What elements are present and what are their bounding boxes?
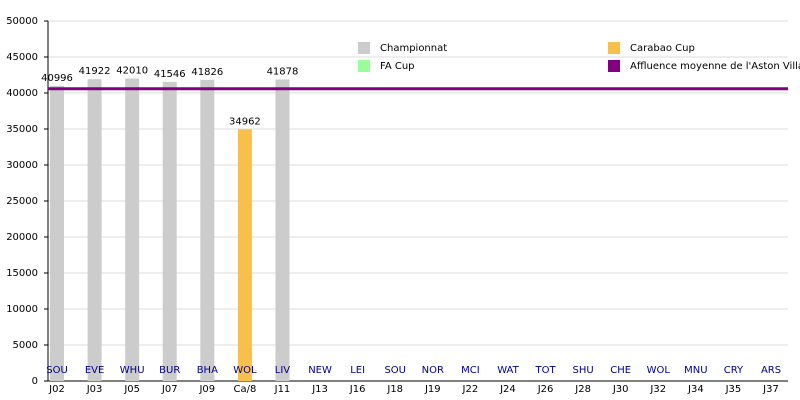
legend-swatch bbox=[608, 60, 620, 72]
y-tick-label: 50000 bbox=[6, 16, 38, 27]
value-label: 41878 bbox=[267, 66, 299, 77]
x-tick-label: J09 bbox=[198, 384, 215, 395]
x-tick-label: J34 bbox=[687, 384, 704, 395]
legend-label: Championnat bbox=[380, 43, 447, 54]
opponent-label: WAT bbox=[497, 365, 519, 376]
x-tick-label: J35 bbox=[725, 384, 742, 395]
value-label: 41546 bbox=[154, 69, 186, 80]
opponent-label: MCI bbox=[461, 365, 480, 376]
legend-label: Affluence moyenne de l'Aston Villa FC bbox=[630, 61, 800, 72]
bar bbox=[237, 129, 252, 381]
bar bbox=[50, 85, 64, 381]
opponent-label: NOR bbox=[422, 365, 444, 376]
y-tick-label: 25000 bbox=[6, 196, 38, 207]
x-tick-label: Ca/8 bbox=[233, 384, 256, 395]
opponent-label: WHU bbox=[120, 365, 145, 376]
value-label: 40996 bbox=[41, 73, 73, 84]
x-tick-label: J03 bbox=[86, 384, 103, 395]
bar bbox=[87, 79, 102, 382]
y-tick-label: 5000 bbox=[13, 340, 38, 351]
opponent-label: NEW bbox=[308, 365, 332, 376]
x-tick-label: J19 bbox=[424, 384, 441, 395]
x-tick-label: J22 bbox=[462, 384, 479, 395]
opponent-label: BUR bbox=[159, 365, 180, 376]
x-tick-label: J26 bbox=[537, 384, 554, 395]
x-tick-label: J28 bbox=[574, 384, 591, 395]
x-tick-label: J30 bbox=[612, 384, 629, 395]
y-tick-label: 15000 bbox=[6, 268, 38, 279]
opponent-label: CRY bbox=[724, 365, 744, 376]
legend-swatch bbox=[608, 42, 620, 54]
x-tick-label: J05 bbox=[123, 384, 140, 395]
legend-label: Carabao Cup bbox=[630, 43, 695, 54]
bar bbox=[275, 79, 290, 382]
bar bbox=[200, 79, 215, 382]
bar bbox=[125, 78, 140, 381]
x-tick-label: J13 bbox=[311, 384, 328, 395]
x-tick-label: J18 bbox=[386, 384, 403, 395]
value-label: 41826 bbox=[191, 67, 223, 78]
value-label: 42010 bbox=[116, 66, 148, 77]
opponent-label: LEI bbox=[350, 365, 365, 376]
opponent-label: EVE bbox=[85, 365, 104, 376]
opponent-label: LIV bbox=[275, 365, 291, 376]
x-tick-label: J11 bbox=[274, 384, 291, 395]
x-tick-label: J24 bbox=[499, 384, 516, 395]
legend-label: FA Cup bbox=[380, 61, 415, 72]
y-tick-label: 0 bbox=[32, 376, 38, 387]
x-tick-label: J02 bbox=[48, 384, 65, 395]
opponent-label: ARS bbox=[761, 365, 781, 376]
opponent-label: MNU bbox=[684, 365, 707, 376]
value-label: 34962 bbox=[229, 116, 261, 127]
y-tick-label: 30000 bbox=[6, 160, 38, 171]
opponent-label: CHE bbox=[610, 365, 631, 376]
x-tick-label: J07 bbox=[161, 384, 178, 395]
value-label: 41922 bbox=[79, 66, 111, 77]
y-tick-label: 35000 bbox=[6, 124, 38, 135]
opponent-label: WOL bbox=[233, 365, 257, 376]
opponent-label: SHU bbox=[573, 365, 594, 376]
x-tick-label: J16 bbox=[349, 384, 366, 395]
opponent-label: BHA bbox=[197, 365, 218, 376]
legend-swatch bbox=[358, 60, 370, 72]
opponent-label: SOU bbox=[46, 365, 68, 376]
y-tick-label: 20000 bbox=[6, 232, 38, 243]
opponent-label: SOU bbox=[384, 365, 406, 376]
opponent-label: WOL bbox=[647, 365, 671, 376]
legend-swatch bbox=[358, 42, 370, 54]
y-tick-label: 10000 bbox=[6, 304, 38, 315]
bar bbox=[162, 81, 177, 381]
y-tick-label: 45000 bbox=[6, 52, 38, 63]
opponent-label: TOT bbox=[534, 365, 556, 376]
x-tick-label: J37 bbox=[762, 384, 779, 395]
x-tick-label: J32 bbox=[649, 384, 666, 395]
y-tick-label: 40000 bbox=[6, 88, 38, 99]
